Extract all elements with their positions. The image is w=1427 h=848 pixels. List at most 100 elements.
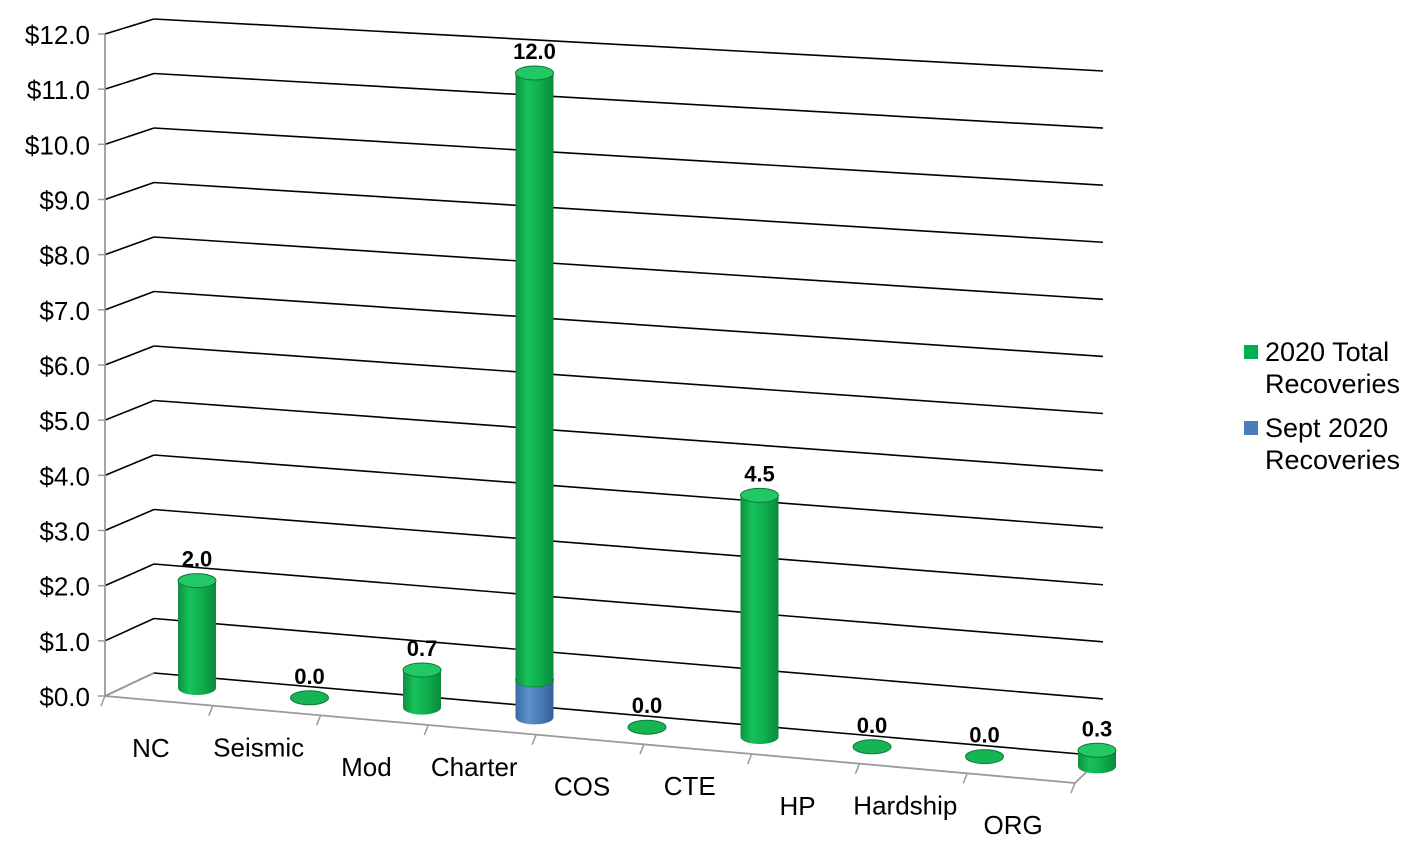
floor-left-edge [104,672,155,697]
bar-total-nc [177,573,217,695]
data-label: 12.0 [513,39,556,64]
gridline [153,345,1104,415]
gridlines [104,18,1104,757]
bar-total-mod [402,662,442,715]
side-gridline [104,18,155,35]
x-axis-line [104,695,1076,784]
side-gridline [104,454,155,477]
y-tick-label: $11.0 [27,75,90,105]
bar-total-charter-top [515,65,554,81]
data-label: 0.0 [294,664,325,689]
data-label: 0.0 [632,693,663,718]
side-gridline [104,290,155,311]
bar-total-cos-disc [627,719,667,735]
x-tick-label: Charter [431,752,518,782]
gridline [153,290,1104,358]
side-gridline [104,181,155,201]
x-tick-mark [315,715,322,726]
x-tick-mark [1070,782,1076,794]
x-tick-label: ORG [983,810,1042,840]
bar-sept-charter-body [515,679,554,725]
y-tick-label: $9.0 [39,186,90,216]
x-tick-label: COS [554,772,610,802]
side-gridline [104,508,155,532]
gridline [153,181,1104,244]
bar-total-mod-top [402,662,442,678]
data-label: 2.0 [182,547,213,572]
side-gridline [104,236,155,256]
bars [177,65,1117,774]
bar-total-cte-top [740,487,779,503]
y-tick-label: $6.0 [39,351,90,381]
bar-total-cte-body [740,495,779,745]
gridline [153,617,1104,700]
x-tick-mark [639,744,645,755]
legend-swatch-total [1244,345,1258,359]
data-label: 0.0 [857,713,888,738]
bar-total-seismic-disc [290,690,329,706]
y-tick-label: $1.0 [39,627,90,657]
x-tick-label: NC [132,733,170,763]
side-gridline [104,399,155,421]
x-tick-label: CTE [664,771,716,801]
data-label: 4.5 [744,461,775,486]
bar-total-charter-body [515,73,554,687]
data-labels: 2.0 0.0 0.7 12.0 0.0 4.5 0.0 0.0 0.3 [182,39,1113,748]
y-tick-label: $3.0 [39,517,90,547]
y-tick-label: $4.0 [39,461,90,491]
bar-total-hardship-disc [965,749,1004,765]
bar-total-charter [515,65,554,687]
x-tick-label: HP [779,791,815,821]
x-tick-label: Seismic [213,733,304,763]
x-tick-label: Mod [341,752,392,782]
x-tick-mark [531,734,537,745]
gridline [153,18,1104,72]
side-gridline [104,127,155,146]
side-gridline [104,617,155,642]
x-axis-category-labels: NC Seismic Mod Charter COS CTE HP Hardship ORG [132,733,1043,841]
gridline [153,399,1104,472]
side-gridline [104,345,155,366]
y-tick-label: $5.0 [39,406,90,436]
y-tick-label: $12.0 [25,20,90,50]
side-gridline [104,563,155,587]
data-label: 0.3 [1082,716,1113,741]
x-tick-mark [854,763,861,774]
x-tick-mark [746,753,753,765]
legend-item-sept: Sept 2020 Recoveries [1244,412,1424,476]
axes [98,33,1104,794]
x-tick-mark [423,724,430,736]
gridline [153,454,1104,529]
bar-total-cte [740,487,779,745]
y-tick-label: $10.0 [25,130,90,160]
bar-total-hp-disc [852,739,892,755]
legend-label-sept: Sept 2020 Recoveries [1265,413,1401,475]
data-label: 0.0 [969,723,1000,748]
y-tick-label: $8.0 [39,241,90,271]
x-tick-mark [962,773,968,784]
legend-item-total: 2020 Total Recoveries [1244,336,1424,400]
x-tick-mark [208,705,214,716]
gridline [153,236,1104,301]
legend: 2020 Total Recoveries Sept 2020 Recoveri… [1244,336,1424,488]
gridline [153,127,1104,186]
legend-label-total: 2020 Total Recoveries [1265,337,1401,399]
bar-total-nc-body [178,580,216,695]
y-tick-label: $7.0 [39,296,90,326]
side-gridline [104,72,155,90]
bar-total-org [1077,742,1117,774]
bar-total-mod-body [403,670,441,715]
data-label: 0.7 [407,636,438,661]
x-tick-mark [100,695,106,707]
bar-total-org-top [1077,742,1117,758]
y-tick-label: $0.0 [39,682,90,712]
gridline [153,672,1104,757]
y-tick-label: $2.0 [39,572,90,602]
gridline [153,72,1104,129]
gridline [153,508,1104,586]
legend-swatch-sept [1244,421,1258,435]
bar-total-nc-top [177,573,217,589]
x-tick-label: Hardship [853,791,957,821]
gridline [153,563,1104,643]
